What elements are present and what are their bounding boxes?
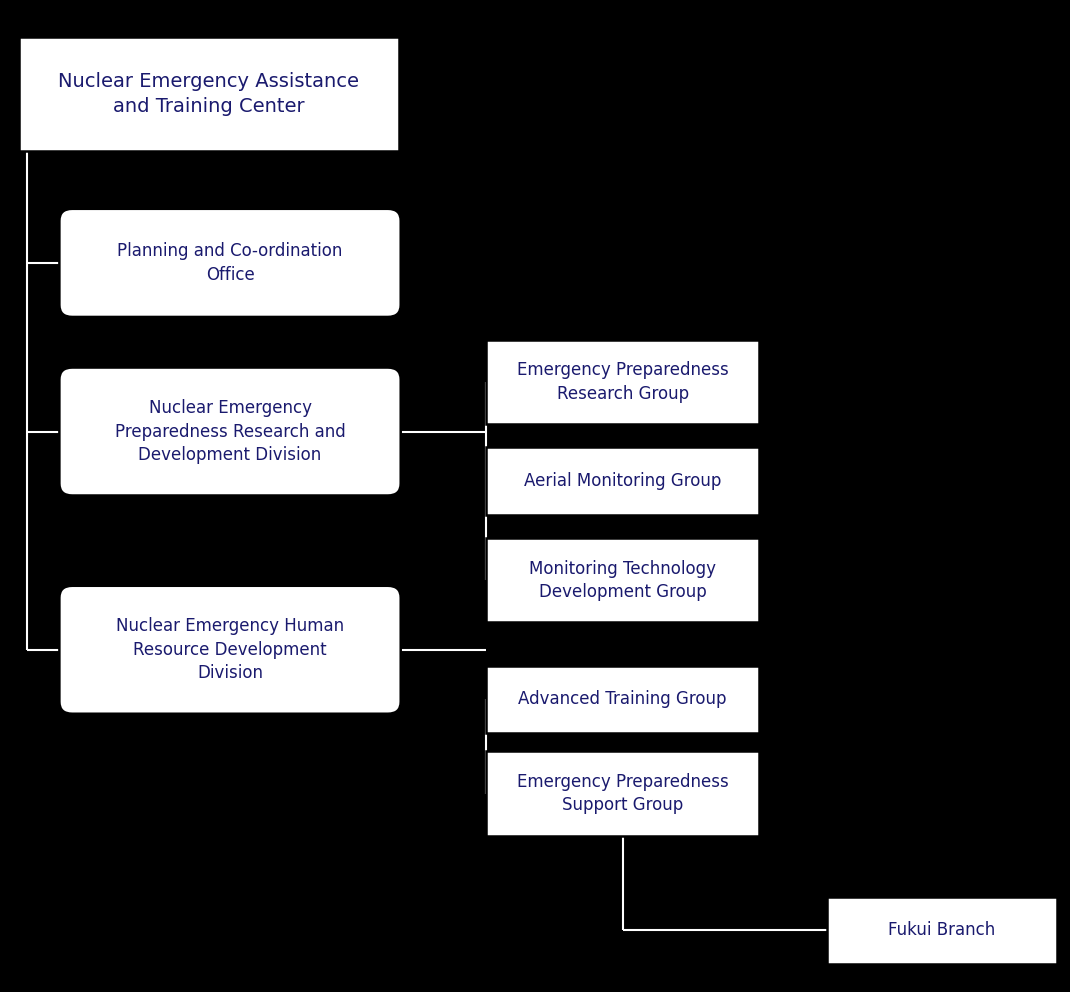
FancyBboxPatch shape [486, 666, 760, 733]
FancyBboxPatch shape [486, 339, 760, 425]
Text: Nuclear Emergency Assistance
and Training Center: Nuclear Emergency Assistance and Trainin… [58, 72, 360, 116]
Text: Monitoring Technology
Development Group: Monitoring Technology Development Group [530, 559, 716, 601]
FancyBboxPatch shape [486, 447, 760, 515]
Text: Advanced Training Group: Advanced Training Group [519, 690, 727, 708]
Text: Fukui Branch: Fukui Branch [888, 922, 995, 939]
Text: Aerial Monitoring Group: Aerial Monitoring Group [524, 472, 721, 490]
FancyBboxPatch shape [19, 37, 398, 151]
FancyBboxPatch shape [486, 538, 760, 623]
FancyBboxPatch shape [60, 209, 400, 317]
FancyBboxPatch shape [60, 368, 400, 496]
Text: Nuclear Emergency Human
Resource Development
Division: Nuclear Emergency Human Resource Develop… [116, 617, 345, 682]
Text: Nuclear Emergency
Preparedness Research and
Development Division: Nuclear Emergency Preparedness Research … [114, 399, 346, 464]
Text: Emergency Preparedness
Research Group: Emergency Preparedness Research Group [517, 361, 729, 403]
Text: Planning and Co-ordination
Office: Planning and Co-ordination Office [118, 242, 342, 284]
FancyBboxPatch shape [826, 897, 1057, 964]
Text: Emergency Preparedness
Support Group: Emergency Preparedness Support Group [517, 773, 729, 814]
FancyBboxPatch shape [486, 752, 760, 835]
FancyBboxPatch shape [60, 585, 400, 714]
